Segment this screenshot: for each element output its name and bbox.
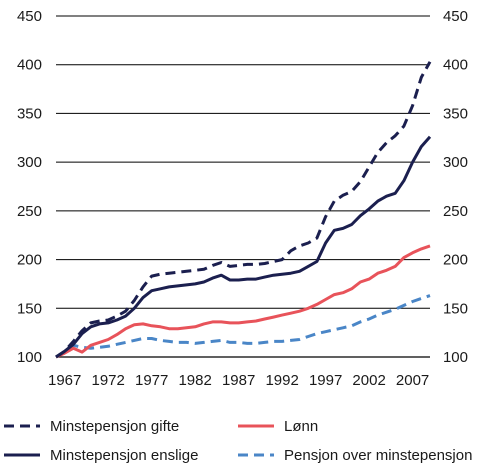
x-tick-label-1972: 1972 (91, 372, 124, 389)
y-tick-label-left-350: 350 (17, 105, 42, 122)
legend-label-l-nn: Lønn (284, 418, 318, 435)
gridlines (56, 15, 430, 358)
y-tick-label-right-300: 300 (443, 154, 468, 171)
series-line-l-nn (55, 244, 431, 359)
x-tick-label-1992: 1992 (265, 372, 298, 389)
y-tick-label-right-200: 200 (443, 252, 468, 269)
x-tick-label-2002: 2002 (352, 372, 385, 389)
x-tick-label-1977: 1977 (135, 372, 168, 389)
y-tick-label-left-300: 300 (17, 154, 42, 171)
y-tick-label-left-100: 100 (17, 349, 42, 366)
y-tick-label-right-450: 450 (443, 8, 468, 25)
y-tick-label-right-350: 350 (443, 105, 468, 122)
x-tick-label-1987: 1987 (222, 372, 255, 389)
y-tick-label-left-150: 150 (17, 300, 42, 317)
x-tick-label-1982: 1982 (178, 372, 211, 389)
legend-label-minstepensjon-gifte: Minstepensjon gifte (50, 418, 179, 435)
series-line-pensjon-over-minstepensjon (55, 294, 431, 359)
y-tick-label-right-400: 400 (443, 57, 468, 74)
x-tick-label-1997: 1997 (309, 372, 342, 389)
x-tick-label-2007: 2007 (396, 372, 429, 389)
legend-label-pensjon-over-minstepensjon: Pensjon over minstepensjon (284, 447, 472, 464)
y-tick-label-right-150: 150 (443, 300, 468, 317)
y-tick-label-left-200: 200 (17, 252, 42, 269)
legend: Minstepensjon gifte Lønn Minstepensjon ens… (4, 418, 472, 464)
y-tick-label-left-400: 400 (17, 57, 42, 74)
y-tick-label-right-250: 250 (443, 203, 468, 220)
y-tick-label-left-450: 450 (17, 8, 42, 25)
series-lines (55, 61, 432, 359)
series-line-minstepensjon-enslige (55, 135, 432, 359)
series-line-minstepensjon-gifte (55, 61, 432, 359)
y-tick-label-left-250: 250 (17, 203, 42, 220)
tick-labels: 100 100 150 150 200 200 250 250 300 300 350 350 400 4… (17, 8, 468, 389)
y-tick-label-right-100: 100 (443, 349, 468, 366)
legend-label-minstepensjon-enslige: Minstepensjon enslige (50, 447, 198, 464)
x-tick-label-1967: 1967 (48, 372, 81, 389)
